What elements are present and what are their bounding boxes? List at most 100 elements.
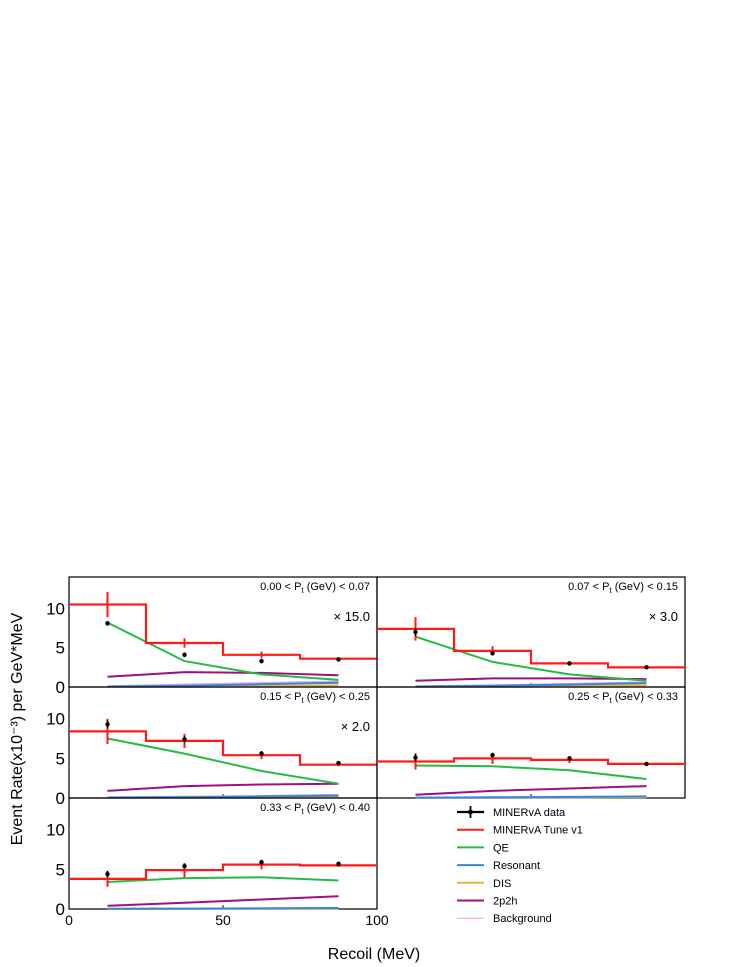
- legend-label: 2p2h: [493, 896, 517, 908]
- pt-bin-label: 0.33 < Pt (GeV) < 0.40: [260, 802, 370, 816]
- pt-bin-label: 0.07 < Pt (GeV) < 0.15: [568, 581, 678, 595]
- pt-bin-label-subscript: t: [609, 696, 612, 705]
- y-tick-label: 5: [56, 749, 65, 768]
- panel-4: 0.25 < Pt (GeV) < 0.33: [376, 686, 686, 799]
- data-point: [105, 722, 110, 727]
- tune-histogram: [69, 603, 377, 660]
- y-tick-label: 10: [46, 599, 65, 618]
- panel-3: 0 5 10 0.15 < Pt (GeV) < 0.25 × 2.0: [46, 686, 378, 808]
- panel-frame: [376, 686, 686, 799]
- data-point: [182, 863, 187, 869]
- tune-histogram: [69, 863, 377, 880]
- pt-bin-label-right: (GeV) < 0.25: [304, 691, 370, 703]
- x-tick-label: 50: [215, 912, 231, 928]
- data-point: [413, 755, 418, 760]
- y-tick-label: 0: [56, 789, 65, 808]
- panel-2: 0.07 < Pt (GeV) < 0.15 × 3.0: [376, 576, 686, 688]
- data-point: [336, 760, 341, 766]
- pt-bin-label-left: 0.15 < P: [260, 691, 301, 703]
- qe-curve: [107, 737, 339, 785]
- resonant-curve: [107, 907, 339, 910]
- y-tick-label: 0: [56, 900, 65, 919]
- y-tick-label: 10: [46, 710, 65, 729]
- panel-frame: [68, 797, 378, 910]
- x-tick-label: 0: [65, 912, 73, 928]
- data-point: [567, 661, 572, 666]
- tune-histogram: [69, 730, 377, 766]
- qe-curve: [107, 876, 339, 883]
- pt-bin-label: 0.15 < Pt (GeV) < 0.25: [260, 691, 370, 705]
- data-point: [644, 761, 649, 767]
- data-point: [644, 665, 649, 670]
- pt-bin-label-right: (GeV) < 0.40: [304, 802, 370, 814]
- legend-item-data: MINERvA data: [457, 806, 566, 819]
- y-axis-label: Event Rate(x10⁻³) per GeV*MeV: [9, 612, 26, 845]
- panel-frame: [376, 576, 686, 688]
- legend-item-qe: QE: [457, 842, 509, 854]
- data-point: [490, 752, 495, 758]
- legend-label: Resonant: [493, 860, 540, 872]
- scale-factor: × 15.0: [333, 609, 370, 624]
- legend-item-tune: MINERvA Tune v1: [457, 825, 583, 837]
- data-point: [105, 621, 110, 626]
- legend-item-background: Background: [457, 913, 552, 925]
- panel-1: 0 5 10 0.00 < Pt (GeV) < 0.07 × 15.0: [46, 576, 378, 697]
- 2p2h-curve: [415, 785, 647, 796]
- x-tick-label: 100: [365, 912, 389, 928]
- y-tick-label: 5: [56, 860, 65, 879]
- data-point: [413, 629, 418, 635]
- pt-bin-label-left: 0.00 < P: [260, 581, 301, 593]
- legend-swatch-marker: [468, 809, 473, 815]
- pt-bin-label-subscript: t: [609, 586, 612, 595]
- pt-bin-label: 0.25 < Pt (GeV) < 0.33: [568, 691, 678, 705]
- 2p2h-curve: [415, 677, 647, 682]
- legend-item-resonant: Resonant: [457, 860, 540, 872]
- pt-bin-label-left: 0.25 < P: [568, 691, 609, 703]
- scale-factor: × 2.0: [341, 719, 370, 734]
- pt-bin-label-right: (GeV) < 0.33: [612, 691, 678, 703]
- pt-bin-label-left: 0.33 < P: [260, 802, 301, 814]
- legend-label: Background: [493, 913, 552, 925]
- data-point: [259, 751, 264, 756]
- data-point: [259, 860, 264, 865]
- legend-label: QE: [493, 842, 509, 854]
- pt-bin-label-right: (GeV) < 0.07: [304, 581, 370, 593]
- data-point: [105, 871, 110, 877]
- data-point: [182, 652, 187, 657]
- pt-bin-label-subscript: t: [301, 696, 304, 705]
- pt-bin-label-right: (GeV) < 0.15: [612, 581, 678, 593]
- resonant-curve: [415, 795, 647, 799]
- 2p2h-curve: [107, 782, 339, 792]
- 2p2h-curve: [107, 671, 339, 678]
- scale-factor: × 3.0: [649, 609, 678, 624]
- tune-histogram: [377, 757, 685, 765]
- legend-label: MINERvA data: [493, 807, 566, 819]
- legend-label: DIS: [493, 878, 511, 890]
- x-axis-label: Recoil (MeV): [328, 946, 420, 963]
- legend: MINERvA data MINERvA Tune v1 QE Resonant DIS…: [457, 806, 583, 925]
- 2p2h-curve: [107, 895, 339, 907]
- data-point: [259, 658, 264, 664]
- pt-bin-label: 0.00 < Pt (GeV) < 0.07: [260, 581, 370, 595]
- data-point: [567, 756, 572, 761]
- pt-bin-label-subscript: t: [301, 586, 304, 595]
- qe-curve: [415, 764, 647, 780]
- data-point: [490, 651, 495, 656]
- y-tick-label: 5: [56, 639, 65, 658]
- legend-item-twop2h: 2p2h: [457, 896, 517, 908]
- legend-label: MINERvA Tune v1: [493, 825, 583, 837]
- y-tick-label: 10: [46, 821, 65, 840]
- pt-bin-label-subscript: t: [301, 807, 304, 816]
- legend-item-dis: DIS: [457, 878, 511, 890]
- data-point: [336, 861, 341, 867]
- resonant-curve: [107, 681, 339, 688]
- pt-bin-label-left: 0.07 < P: [568, 581, 609, 593]
- data-point: [336, 657, 341, 662]
- tune-histogram: [377, 627, 685, 669]
- resonant-curve: [415, 682, 647, 688]
- data-point: [182, 737, 187, 742]
- panel-frame: [68, 576, 378, 688]
